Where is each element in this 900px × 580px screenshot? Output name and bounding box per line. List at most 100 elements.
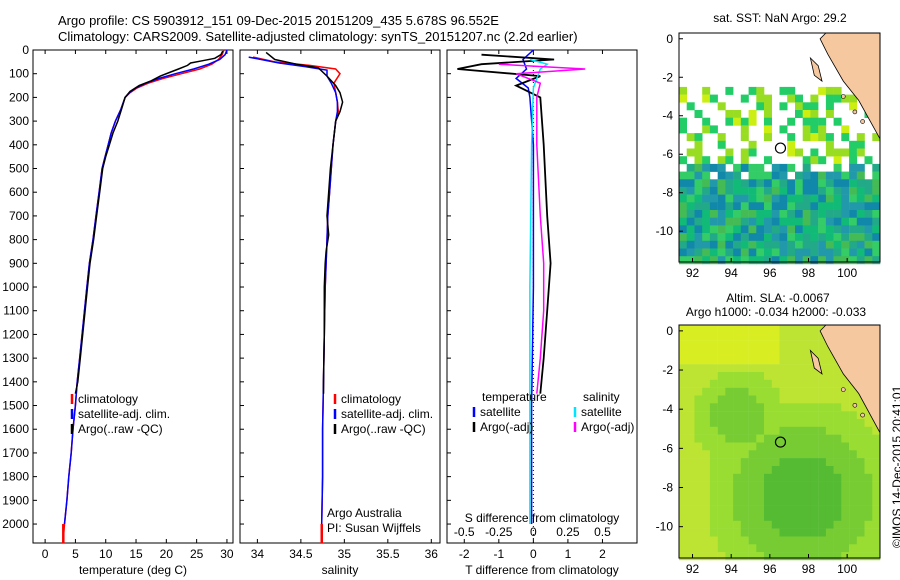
sst-cell (795, 240, 803, 249)
sla-cell (802, 379, 811, 388)
sla-cell (779, 325, 788, 334)
sst-cell (733, 202, 742, 211)
sst-cell (802, 171, 811, 180)
sst-cell (872, 202, 881, 211)
sla-cell (787, 466, 796, 475)
sla-cell (771, 544, 780, 553)
sst-cell (733, 171, 742, 180)
sla-cell (795, 544, 803, 553)
sst-cell (864, 233, 873, 242)
sst-cell (771, 217, 780, 226)
sla-cell (795, 426, 803, 435)
sla-cell (825, 348, 834, 357)
sst-cell (849, 202, 858, 211)
sla-cell (787, 473, 796, 482)
sst-cell (702, 225, 711, 234)
sst-cell (802, 194, 811, 203)
sst-cell (810, 256, 819, 265)
sla-cell (756, 497, 765, 506)
sla-frame (678, 324, 881, 559)
sst-cell (825, 110, 834, 118)
diff-top-tick-label: 0 (530, 525, 537, 539)
sst-cell (872, 194, 881, 203)
sla-cell (686, 348, 695, 357)
sla-cell (795, 340, 803, 349)
sst-cell (709, 233, 718, 242)
sla-cell (818, 466, 827, 475)
sla-cell (702, 395, 711, 404)
sla-cell (725, 356, 734, 365)
sla-ytick-label: -8 (662, 481, 673, 495)
sla-xtick-label: 94 (725, 562, 739, 576)
sla-cell (872, 552, 881, 561)
sla-cell (810, 528, 819, 537)
sst-cell (779, 179, 788, 188)
sla-cell (694, 536, 703, 545)
sla-cell (740, 379, 749, 388)
sst-cell (679, 94, 687, 103)
sla-cell (740, 411, 749, 420)
temp-ytick-label: 800 (9, 233, 29, 247)
sst-cell (756, 217, 765, 226)
sla-cell (856, 426, 865, 435)
sla-cell (756, 505, 765, 514)
sla-cell (740, 426, 749, 435)
sla-cell (686, 325, 695, 334)
sst-cell (709, 210, 718, 218)
sst-cell (748, 117, 757, 126)
sst-cell (686, 217, 695, 226)
diff-top-tick-label: 0.25 (556, 525, 580, 539)
sla-cell (709, 395, 718, 404)
sst-cell (818, 125, 827, 134)
sst-ytick-label: -8 (662, 186, 673, 200)
sst-cell (694, 225, 703, 234)
sla-cell (795, 489, 803, 498)
sla-cell (717, 544, 726, 553)
sla-cell (818, 372, 827, 381)
diff-sal-legend-label: Argo(-adj) (581, 420, 634, 434)
sla-cell (725, 379, 734, 388)
sst-cell (779, 210, 788, 218)
sst-cell (764, 133, 772, 142)
sst-cell (849, 179, 858, 188)
temp-ytick-label: 1200 (2, 327, 29, 341)
sla-cell (802, 426, 811, 435)
sla-cell (764, 325, 772, 334)
sla-cell (825, 387, 834, 396)
sla-cell (795, 364, 803, 373)
figure-title-line2: Climatology: CARS2009. Satellite-adjuste… (58, 29, 578, 44)
sst-cell (702, 163, 711, 172)
sla-cell (694, 528, 703, 537)
sst-cell (779, 171, 788, 180)
sla-cell (818, 387, 827, 396)
sla-cell (856, 442, 865, 451)
sla-cell (833, 552, 842, 561)
sla-cell (825, 379, 834, 388)
sla-cell (702, 552, 711, 561)
sla-cell (872, 466, 881, 475)
sst-cell (810, 156, 819, 165)
sst-cell (849, 240, 858, 249)
sla-cell (679, 458, 687, 467)
sst-cell (841, 186, 850, 195)
sla-cell (717, 403, 726, 412)
sla-cell (771, 348, 780, 357)
sla-cell (709, 473, 718, 482)
temp-ytick-label: 900 (9, 256, 29, 270)
sla-cell (810, 489, 819, 498)
sla-cell (694, 426, 703, 435)
sla-cell (795, 332, 803, 341)
sst-cell (802, 156, 811, 165)
sla-cell (802, 536, 811, 545)
diff-series-line (457, 53, 555, 394)
sla-cell (725, 552, 734, 561)
sst-cell (694, 194, 703, 203)
sst-cell (740, 194, 749, 203)
sla-cell (702, 403, 711, 412)
sst-cell (864, 194, 873, 203)
sla-cell (818, 411, 827, 420)
sst-cell (825, 248, 834, 257)
sst-cell (849, 186, 858, 195)
sst-cell (748, 217, 757, 226)
sst-cell (686, 171, 695, 180)
